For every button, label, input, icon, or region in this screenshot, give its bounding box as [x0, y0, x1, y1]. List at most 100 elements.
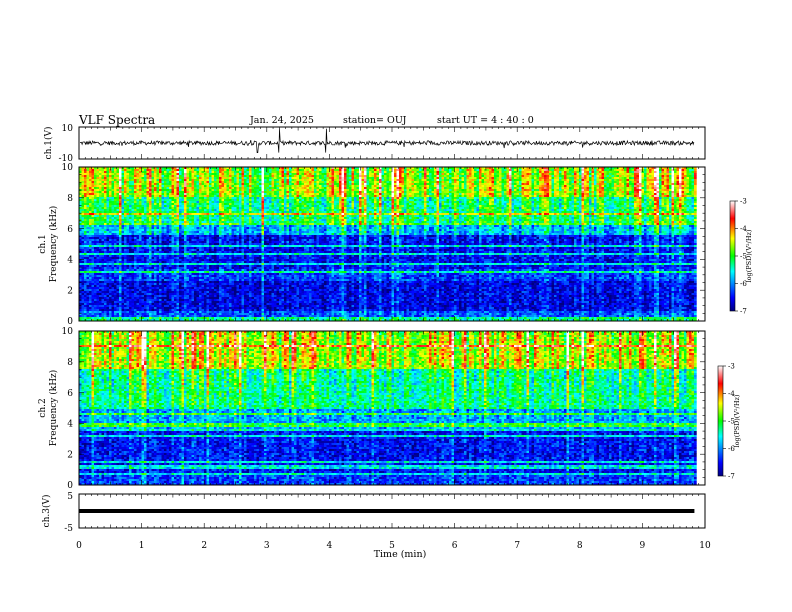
spectrogram-cell [206, 305, 210, 308]
spectrogram-cell [161, 185, 165, 188]
spectrogram-cell [139, 241, 142, 244]
spectrogram-cell [214, 167, 217, 170]
spectrogram-cell [81, 309, 85, 312]
spectrogram-cell [201, 245, 205, 248]
spectrogram-cell [81, 187, 85, 190]
spectrogram-cell [136, 305, 140, 308]
spectrogram-cell [151, 273, 155, 276]
spectrogram-cell [86, 281, 90, 284]
spectrogram-cell [129, 295, 132, 298]
spectrogram-cell [226, 235, 230, 238]
spectrogram-cell [201, 273, 205, 276]
spectrogram-cell [119, 175, 122, 178]
spectrogram-cell [104, 307, 107, 310]
spectrogram-cell [201, 213, 205, 216]
spectrogram-cell [194, 173, 197, 176]
spectrogram-cell [124, 213, 127, 216]
spectrogram-cell [114, 303, 117, 306]
spectrogram-cell [99, 251, 102, 254]
spectrogram-cell [131, 249, 135, 252]
spectrogram-cell [154, 203, 157, 206]
spectrogram-cell [146, 181, 150, 184]
spectrogram-cell [124, 191, 127, 194]
spectrogram-cell [144, 207, 147, 210]
spectrogram-cell [206, 203, 210, 206]
spectrogram-cell [111, 291, 115, 294]
spectrogram-cell [101, 261, 105, 264]
spectrogram-cell [114, 233, 117, 236]
spectrogram-cell [126, 301, 130, 304]
spectrogram-cell [191, 287, 195, 290]
spectrogram-cell [91, 209, 95, 212]
spectrogram-cell [231, 223, 235, 226]
spectrogram-cell [181, 209, 185, 212]
spectrogram-cell [99, 315, 102, 318]
spectrogram-cell [96, 277, 100, 280]
spectrogram-cell [131, 239, 135, 242]
spectrogram-cell [166, 245, 170, 248]
spectrogram-cell [206, 293, 210, 296]
spectrogram-cell [154, 187, 157, 190]
spectrogram-cell [154, 251, 157, 254]
spectrogram-cell [124, 241, 127, 244]
spectrogram-cell [164, 299, 167, 302]
spectrogram-cell [136, 291, 140, 294]
spectrogram-cell [221, 189, 225, 192]
spectrogram-cell [209, 195, 212, 198]
spectrogram-cell [184, 277, 187, 280]
spectrogram-cell [101, 185, 105, 188]
spectrogram-cell [111, 299, 115, 302]
spectrogram-cell [104, 317, 107, 320]
spectrogram-cell [189, 269, 192, 272]
spectrogram-cell [166, 177, 170, 180]
spectrogram-cell [139, 255, 142, 258]
spectrogram-cell [146, 229, 150, 232]
spectrogram-cell [209, 249, 212, 252]
spectrogram-cell [184, 175, 187, 178]
spectrogram-cell [111, 231, 115, 234]
spectrogram-cell [189, 233, 192, 236]
spectrogram-cell [109, 265, 112, 268]
spectrogram-cell [231, 193, 235, 196]
spectrogram-cell [189, 315, 192, 318]
spectrogram-cell [104, 235, 107, 238]
spectrogram-cell [181, 203, 185, 206]
spectrogram-cell [149, 197, 152, 200]
spectrogram-cell [206, 257, 210, 260]
spectrogram-cell [211, 317, 215, 320]
spectrogram-cell [171, 313, 175, 316]
spectrogram-cell [129, 217, 132, 220]
spectrogram-cell [79, 195, 82, 198]
spectrogram-cell [214, 171, 217, 174]
spectrogram-cell [179, 279, 182, 282]
spectrogram-cell [174, 303, 177, 306]
spectrogram-cell [124, 307, 127, 310]
spectrogram-cell [139, 173, 142, 176]
spectrogram-cell [124, 235, 127, 238]
spectrogram-cell [169, 279, 172, 282]
spectrogram-cell [124, 311, 127, 314]
spectrogram-cell [229, 235, 232, 238]
spectrogram-cell [196, 241, 200, 244]
spectrogram-cell [159, 215, 162, 218]
spectrogram-cell [196, 225, 200, 228]
spectrogram-cell [106, 311, 110, 314]
spectrogram-cell [104, 281, 107, 284]
station-label: station= OUJ [343, 115, 406, 126]
spectrogram-cell [161, 277, 165, 280]
spectrogram-cell [169, 189, 172, 192]
spectrogram-cell [199, 195, 202, 198]
spectrogram-cell [79, 169, 82, 172]
spectrogram-cell [124, 273, 127, 276]
spectrogram-cell [111, 255, 115, 258]
spectrogram-cell [131, 261, 135, 264]
spectrogram-cell [206, 309, 210, 312]
spectrogram-cell [191, 237, 195, 240]
spectrogram-cell [206, 195, 210, 198]
spectrogram-cell [164, 305, 167, 308]
spectrogram-cell [126, 233, 130, 236]
spectrogram-cell [221, 217, 225, 220]
spectrogram-cell [114, 207, 117, 210]
spectrogram-cell [149, 293, 152, 296]
spectrogram-cell [166, 263, 170, 266]
